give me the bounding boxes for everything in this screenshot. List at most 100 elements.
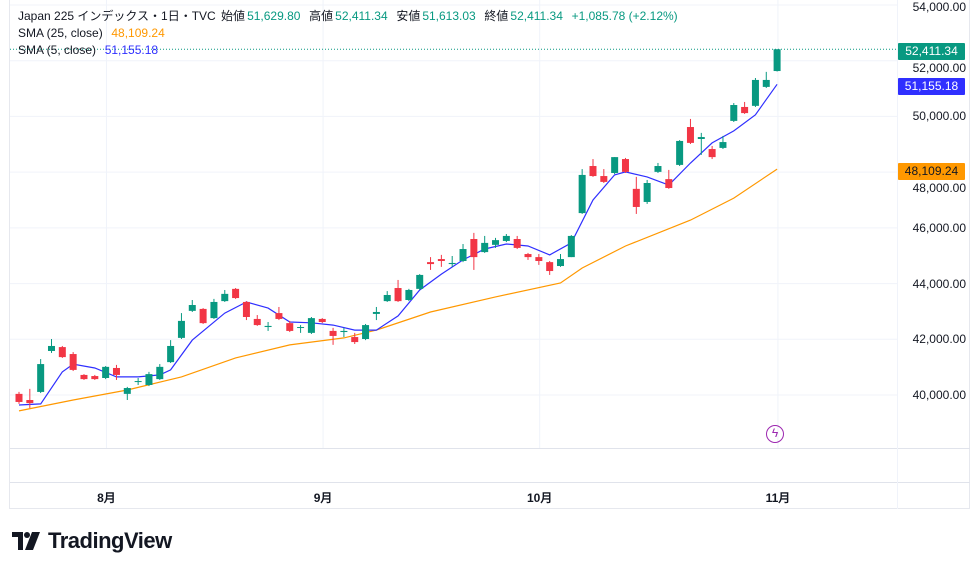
- candle-up: [307, 316, 315, 334]
- candle-up: [264, 322, 272, 331]
- candle-body: [394, 288, 402, 302]
- candle-body: [167, 345, 175, 363]
- candle-body: [567, 235, 575, 258]
- candle-body: [362, 325, 370, 340]
- candle-down: [589, 159, 597, 177]
- candle-body: [405, 289, 413, 301]
- low-label: 安値: [396, 9, 421, 23]
- candle-body: [58, 347, 66, 358]
- candle-down: [242, 301, 250, 321]
- candle-down: [600, 169, 608, 184]
- candle-up: [123, 386, 131, 401]
- candle-down: [351, 332, 359, 345]
- candle-body: [719, 142, 727, 148]
- price-chart[interactable]: [0, 0, 980, 510]
- candle-body: [621, 159, 629, 172]
- candle-body: [275, 313, 283, 319]
- sma5-name: SMA (5, close): [18, 43, 97, 57]
- candle-body: [524, 254, 532, 258]
- candle-up: [773, 49, 781, 72]
- sma5-value: 51,155.18: [104, 43, 159, 57]
- candle-body: [437, 259, 445, 262]
- candle-body: [557, 259, 564, 267]
- candle-up: [578, 169, 586, 214]
- candle-up: [177, 313, 185, 340]
- price-axis-label: 52,000.00: [912, 61, 966, 75]
- candle-up: [751, 77, 759, 107]
- candle-body: [708, 149, 716, 158]
- candle-body: [741, 106, 749, 114]
- tradingview-logo[interactable]: TradingView: [12, 528, 172, 554]
- candle-down: [513, 235, 521, 250]
- high-value: 52,411.34: [335, 9, 388, 23]
- candle-body: [318, 318, 326, 323]
- price-axis-label: 50,000.00: [912, 109, 966, 124]
- candle-up: [459, 244, 467, 263]
- change-value: +1,085.78 (+2.12%): [571, 9, 678, 23]
- candle-up: [643, 179, 651, 204]
- candle-body: [351, 337, 359, 343]
- candle-down: [621, 157, 629, 173]
- candle-up: [221, 289, 229, 302]
- candle-body: [611, 157, 619, 173]
- last-price-tag: 52,411.34: [898, 43, 965, 60]
- candle-body: [578, 174, 586, 214]
- candle-body: [459, 249, 467, 262]
- candle-body: [686, 127, 694, 143]
- candle-down: [58, 345, 66, 358]
- low-value: 51,613.03: [422, 9, 476, 23]
- sma25-line: [18, 168, 778, 412]
- lightning-event-icon[interactable]: ϟ: [766, 425, 784, 443]
- candle-down: [232, 288, 240, 299]
- candle-body: [80, 374, 88, 380]
- candle-body: [123, 388, 131, 394]
- candle-up: [210, 298, 218, 319]
- candle-up: [188, 300, 196, 312]
- price-axis-label: 40,000.00: [912, 387, 966, 402]
- candle-up: [730, 103, 738, 123]
- candle-body: [188, 305, 196, 311]
- open-value: 51,629.80: [247, 9, 301, 23]
- candle-down: [318, 318, 326, 324]
- price-axis-label: 46,000.00: [912, 220, 966, 235]
- sma5-legend[interactable]: SMA (5, close) 51,155.18: [18, 42, 160, 58]
- price-axis-label: 48,000.00: [912, 181, 966, 195]
- candle-body: [654, 166, 662, 172]
- candle-down: [329, 327, 337, 345]
- symbol-legend: Japan 225 インデックス・1日・TVC 始値 51,629.80 高値 52…: [18, 8, 680, 24]
- close-label: 終値: [484, 9, 509, 23]
- candle-up: [502, 233, 510, 243]
- candle-body: [535, 257, 543, 262]
- sma25-legend[interactable]: SMA (25, close) 48,109.24: [18, 25, 167, 41]
- candle-down: [437, 254, 445, 267]
- candle-body: [546, 262, 554, 272]
- time-axis-label: 10月: [526, 491, 553, 505]
- candle-body: [676, 140, 684, 165]
- candle-down: [91, 374, 99, 380]
- candle-body: [37, 364, 45, 392]
- candle-down: [546, 261, 554, 275]
- candle-down: [253, 315, 261, 326]
- candle-up: [102, 366, 110, 380]
- candle-down: [741, 101, 749, 114]
- candle-down: [535, 254, 543, 265]
- candle-body: [372, 311, 380, 314]
- candle-up: [47, 339, 55, 353]
- candle-down: [686, 118, 694, 145]
- sma25-name: SMA (25, close): [18, 26, 103, 40]
- candle-body: [307, 318, 315, 333]
- time-axis-label: 11月: [765, 491, 791, 505]
- candle-up: [405, 288, 413, 302]
- candle-body: [383, 294, 391, 302]
- candle-down: [427, 257, 435, 270]
- candle-down: [524, 252, 532, 260]
- candle-body: [773, 49, 781, 72]
- candle-body: [665, 179, 673, 189]
- candle-body: [492, 240, 500, 245]
- candle-up: [383, 291, 391, 302]
- candle-body: [502, 235, 510, 241]
- open-label: 始値: [221, 9, 246, 23]
- sma25-price-tag: 48,109.24: [898, 163, 965, 180]
- candle-down: [112, 364, 120, 380]
- candle-up: [416, 274, 424, 290]
